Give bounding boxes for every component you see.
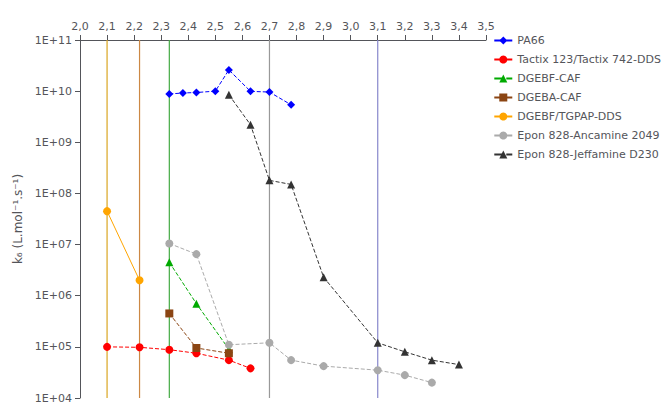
svg-text:2,2: 2,2	[125, 20, 143, 33]
svg-text:2,0: 2,0	[71, 20, 89, 33]
svg-text:2,9: 2,9	[315, 20, 333, 33]
svg-text:1E+08: 1E+08	[35, 187, 72, 200]
svg-text:2,1: 2,1	[98, 20, 116, 33]
svg-text:2,3: 2,3	[152, 20, 170, 33]
svg-text:PA66: PA66	[517, 34, 544, 47]
svg-text:Epon 828-Jeffamine D230: Epon 828-Jeffamine D230	[517, 148, 659, 161]
svg-text:3,2: 3,2	[396, 20, 414, 33]
svg-text:2,7: 2,7	[261, 20, 279, 33]
svg-text:Tactix 123/Tactix 742-DDS: Tactix 123/Tactix 742-DDS	[516, 53, 661, 66]
svg-text:3,3: 3,3	[423, 20, 441, 33]
svg-text:1E+07: 1E+07	[35, 238, 72, 251]
svg-text:3,1: 3,1	[369, 20, 387, 33]
svg-text:3,0: 3,0	[342, 20, 360, 33]
svg-text:1E+11: 1E+11	[35, 34, 72, 47]
svg-text:3,5: 3,5	[477, 20, 495, 33]
svg-text:1E+09: 1E+09	[35, 136, 72, 149]
svg-text:DGEBA-CAF: DGEBA-CAF	[517, 91, 581, 104]
svg-text:DGEBF-CAF: DGEBF-CAF	[517, 72, 580, 85]
svg-text:1E+06: 1E+06	[35, 289, 72, 302]
svg-text:2,8: 2,8	[288, 20, 306, 33]
svg-text:2,5: 2,5	[207, 20, 225, 33]
svg-text:Epon 828-Ancamine 2049: Epon 828-Ancamine 2049	[517, 129, 659, 142]
svg-text:2,6: 2,6	[234, 20, 252, 33]
svg-text:2,4: 2,4	[180, 20, 198, 33]
svg-text:1E+04: 1E+04	[35, 392, 72, 405]
svg-text:1E+10: 1E+10	[35, 85, 72, 98]
svg-text:DGEBF/TGPAP-DDS: DGEBF/TGPAP-DDS	[517, 110, 622, 123]
svg-text:1E+05: 1E+05	[35, 340, 72, 353]
svg-text:3,4: 3,4	[450, 20, 468, 33]
svg-text:k₆ (L.mol⁻¹.s⁻¹): k₆ (L.mol⁻¹.s⁻¹)	[11, 174, 25, 264]
